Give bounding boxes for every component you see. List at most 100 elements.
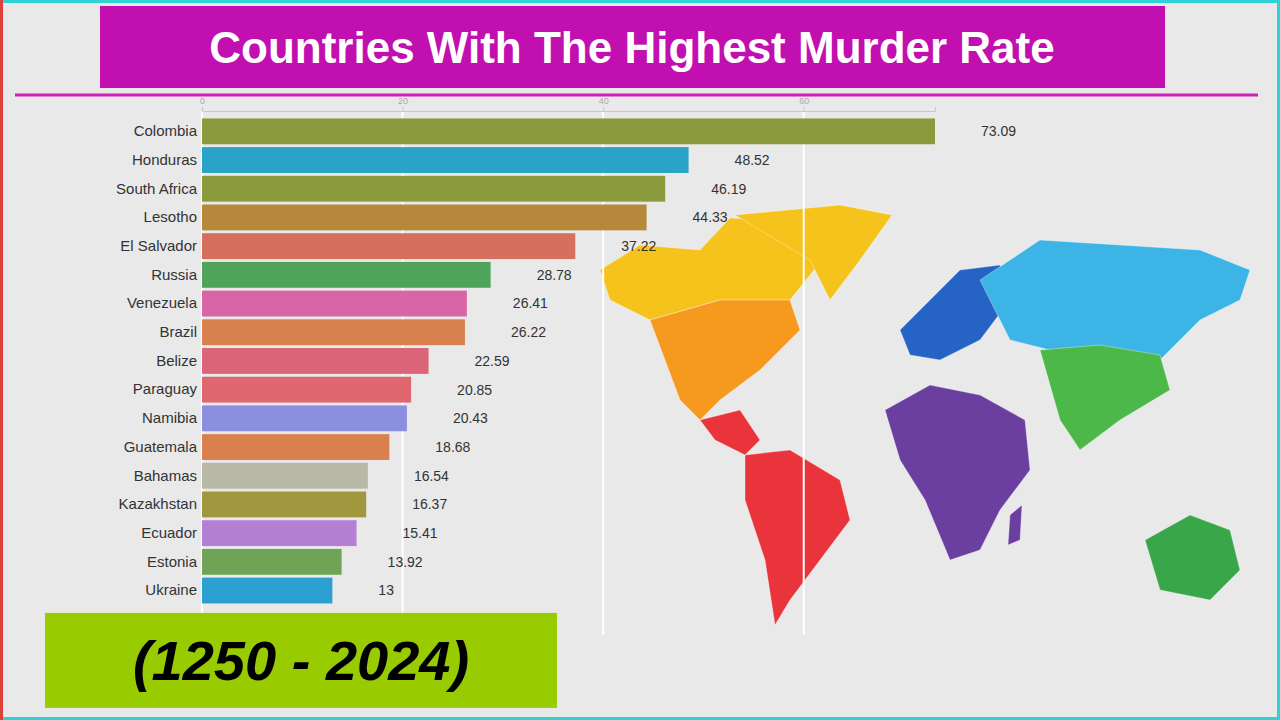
y-tick: Namibia [142, 409, 198, 426]
category-label: Estonia [147, 553, 198, 570]
category-label: South Africa [116, 180, 198, 197]
category-label: Honduras [132, 151, 197, 168]
x-tick: 20 [398, 96, 408, 111]
value-label: 73.09 [981, 123, 1016, 139]
x-tick-mark [804, 107, 805, 111]
y-tick: Lesotho [144, 208, 197, 225]
y-tick: Estonia [147, 553, 198, 570]
bar [202, 205, 647, 231]
value-label: 44.33 [693, 209, 728, 225]
y-tick: Ukraine [145, 581, 197, 598]
value-label: 16.54 [414, 468, 449, 484]
title-banner: Countries With The Highest Murder Rate [100, 6, 1165, 88]
bar [202, 492, 366, 518]
value-label: 18.68 [435, 439, 470, 455]
data-labels: 73.0948.5246.1944.3337.2228.7826.4126.22… [378, 123, 1016, 598]
x-axis-line [203, 107, 936, 112]
title: Countries With The Highest Murder Rate [209, 23, 1054, 72]
value-label: 46.19 [711, 181, 746, 197]
y-tick: Honduras [132, 151, 197, 168]
category-label: El Salvador [120, 237, 197, 254]
category-label: Kazakhstan [119, 495, 197, 512]
continent [1145, 515, 1240, 600]
bar [202, 434, 389, 460]
category-label: Ecuador [141, 524, 197, 541]
bar [202, 377, 411, 403]
bar [202, 176, 665, 202]
y-tick: Paraguay [133, 380, 198, 397]
value-label: 13.92 [388, 554, 423, 570]
x-tick-label: 20 [398, 96, 408, 106]
value-label: 37.22 [621, 238, 656, 254]
value-label: 22.59 [475, 353, 510, 369]
continent [745, 450, 850, 625]
y-tick: Colombia [134, 122, 198, 139]
bar [202, 348, 429, 374]
x-tick: 60 [799, 96, 809, 111]
category-label: Russia [151, 266, 198, 283]
y-tick: Guatemala [124, 438, 198, 455]
grid [202, 111, 804, 635]
y-tick: Belize [156, 352, 197, 369]
value-label: 28.78 [537, 267, 572, 283]
y-tick: Kazakhstan [119, 495, 197, 512]
category-label: Colombia [134, 122, 198, 139]
category-label: Namibia [142, 409, 198, 426]
y-tick: Russia [151, 266, 198, 283]
value-label: 20.43 [453, 410, 488, 426]
subtitle-bg [45, 613, 557, 708]
bar [202, 405, 407, 431]
frame-left [0, 0, 3, 720]
frame [2, 2, 1279, 719]
x-tick: 40 [599, 96, 609, 111]
category-label: Lesotho [144, 208, 197, 225]
bar [202, 262, 491, 288]
y-axis: Colombia Honduras South Africa Lesotho El Sa… [116, 122, 198, 598]
x-tick-mark [403, 107, 404, 111]
bar [202, 233, 575, 259]
subtitle-box: (1250 - 2024) [45, 613, 557, 708]
y-tick: Ecuador [141, 524, 197, 541]
value-label: 13 [378, 582, 394, 598]
value-label: 16.37 [412, 496, 447, 512]
x-tick-mark [202, 107, 203, 111]
grid-line [803, 111, 805, 635]
bar [202, 118, 935, 144]
bar [202, 578, 332, 604]
category-label: Ukraine [145, 581, 197, 598]
value-label: 26.41 [513, 295, 548, 311]
x-axis: 0 20 40 60 [200, 96, 936, 112]
category-label: Brazil [159, 323, 197, 340]
x-tick-label: 0 [200, 96, 205, 106]
y-tick: Venezuela [127, 294, 198, 311]
y-tick: South Africa [116, 180, 198, 197]
continent [885, 385, 1030, 560]
value-label: 15.41 [403, 525, 438, 541]
subtitle: (1250 - 2024) [133, 629, 469, 692]
bar [202, 549, 342, 575]
x-tick-mark [603, 107, 604, 111]
bar [202, 319, 465, 345]
bar [202, 291, 467, 317]
bar [202, 463, 368, 489]
category-label: Guatemala [124, 438, 198, 455]
continent [1040, 345, 1170, 450]
continent [650, 300, 800, 420]
bar [202, 520, 357, 546]
category-label: Belize [156, 352, 197, 369]
background [0, 0, 1280, 720]
x-tick-label: 60 [799, 96, 809, 106]
category-label: Paraguay [133, 380, 198, 397]
x-tick: 0 [200, 96, 205, 111]
continent [735, 205, 892, 300]
x-tick-label: 40 [599, 96, 609, 106]
category-label: Bahamas [134, 467, 197, 484]
bar [202, 147, 689, 173]
continent [700, 410, 760, 455]
world-map [600, 205, 1250, 625]
value-label: 20.85 [457, 382, 492, 398]
chart: Countries With The Highest Murder Rate 0 2… [0, 0, 1280, 720]
y-tick: Brazil [159, 323, 197, 340]
bars [202, 118, 935, 603]
value-label: 26.22 [511, 324, 546, 340]
